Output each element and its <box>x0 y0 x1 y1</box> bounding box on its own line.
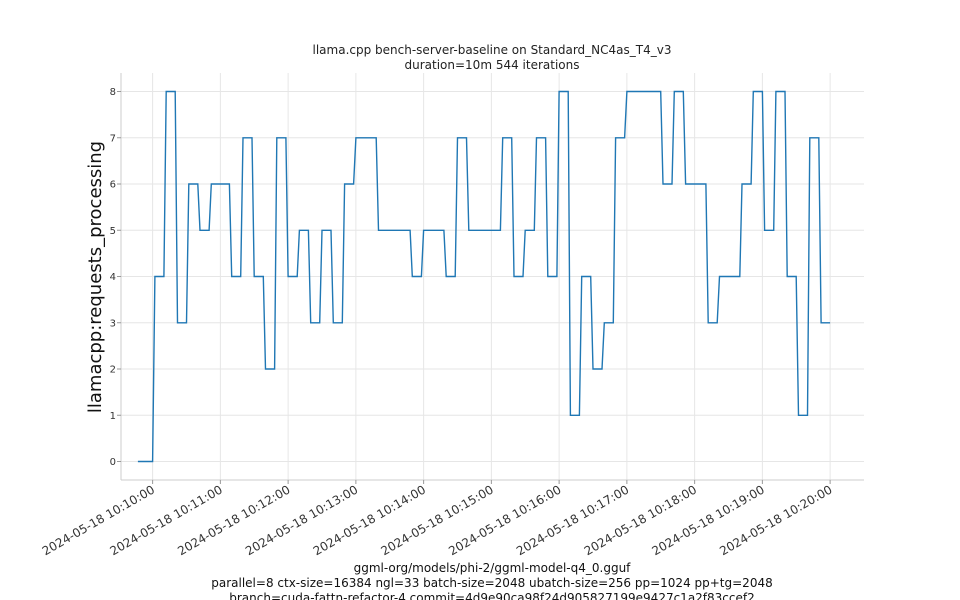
x-tick-label: 2024-05-18 10:13:00 <box>243 482 360 558</box>
x-tick-label: 2024-05-18 10:10:00 <box>40 482 157 558</box>
y-tick-label: 6 <box>110 180 116 191</box>
y-tick-label: 3 <box>110 318 116 329</box>
footer-line-branch: branch=cuda-fattn-refactor-4 commit=4d9e… <box>229 591 755 600</box>
y-tick-label: 0 <box>110 457 116 468</box>
y-tick-label: 4 <box>110 272 116 283</box>
y-tick-label: 1 <box>110 411 116 422</box>
x-tick-label: 2024-05-18 10:19:00 <box>649 482 766 558</box>
x-tick-label: 2024-05-18 10:17:00 <box>514 482 631 558</box>
x-tick-label: 2024-05-18 10:20:00 <box>717 482 834 558</box>
x-tick-label: 2024-05-18 10:14:00 <box>311 482 428 558</box>
x-tick-label: 2024-05-18 10:11:00 <box>107 482 224 558</box>
y-tick-label: 5 <box>110 226 116 237</box>
footer-line-params: parallel=8 ctx-size=16384 ngl=33 batch-s… <box>211 576 772 590</box>
x-tick-label: 2024-05-18 10:18:00 <box>582 482 699 558</box>
chart-title: llama.cpp bench-server-baseline on Stand… <box>313 43 672 57</box>
y-tick-label: 2 <box>110 365 116 376</box>
x-tick-label: 2024-05-18 10:15:00 <box>378 482 495 558</box>
series-line-requests-processing <box>137 90 831 463</box>
y-axis-ticks: 0 1 2 3 4 5 6 7 8 <box>110 87 121 468</box>
y-tick-label: 7 <box>110 133 116 144</box>
y-tick-label: 8 <box>110 87 116 98</box>
x-tick-label: 2024-05-18 10:16:00 <box>446 482 563 558</box>
y-axis-label: llamacpp:requests_processing <box>85 141 106 413</box>
chart-subtitle: duration=10m 544 iterations <box>405 58 580 72</box>
footer-line-model: ggml-org/models/phi-2/ggml-model-q4_0.gg… <box>354 561 632 575</box>
x-tick-label: 2024-05-18 10:12:00 <box>175 482 292 558</box>
